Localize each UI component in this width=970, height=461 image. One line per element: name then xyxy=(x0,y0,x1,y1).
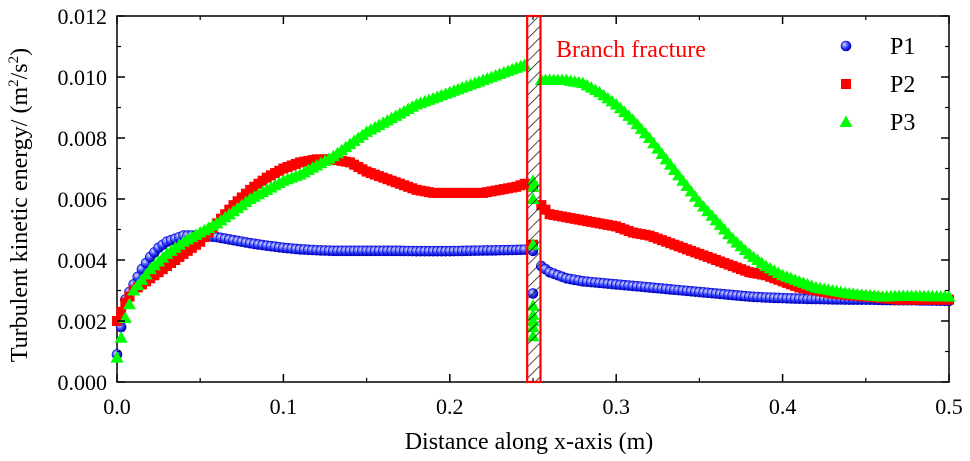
branch-fracture-band xyxy=(526,14,542,384)
data-point-p2 xyxy=(116,306,127,317)
data-point-p2 xyxy=(120,297,131,308)
data-point-p3 xyxy=(122,297,136,310)
axis-ticks xyxy=(116,15,950,383)
legend-label-p2: P2 xyxy=(890,72,915,98)
legend-label-p1: P1 xyxy=(890,34,915,60)
data-point-p2 xyxy=(124,291,135,302)
y-axis-label-sup1: 2 xyxy=(6,79,22,87)
series-p3 xyxy=(110,58,956,363)
x-tick-label: 0.3 xyxy=(602,394,630,419)
branch-fracture-label: Branch fracture xyxy=(556,37,706,63)
plot-area xyxy=(110,14,956,384)
data-point-p3 xyxy=(118,311,132,323)
x-tick-labels: 0.0 0.1 0.2 0.3 0.4 0.5 xyxy=(103,394,963,419)
legend-marker-p2 xyxy=(841,79,851,89)
y-tick-label: 0.008 xyxy=(58,126,108,151)
y-axis-label: Turbulent kinetic energy/ (m2/s2) xyxy=(6,48,33,362)
y-tick-label: 0.012 xyxy=(58,4,108,29)
legend-marker-p1 xyxy=(840,40,852,52)
x-tick-label: 0.2 xyxy=(436,394,464,419)
y-tick-labels: 0.000 0.002 0.004 0.006 0.008 0.010 0.012 xyxy=(58,4,108,395)
x-tick-label: 0.0 xyxy=(103,394,131,419)
data-point-p3 xyxy=(114,331,128,343)
data-point-p2 xyxy=(519,178,530,189)
x-axis-label: Distance along x-axis (m) xyxy=(405,429,654,455)
data-point-p3 xyxy=(942,290,956,302)
y-tick-label: 0.002 xyxy=(58,309,108,334)
y-tick-label: 0.010 xyxy=(58,65,108,90)
y-axis-label-mid: /s xyxy=(7,63,33,79)
data-points xyxy=(110,58,956,363)
data-point-p3 xyxy=(110,351,124,363)
y-tick-label: 0.000 xyxy=(58,370,108,395)
legend: P1 P2 P3 xyxy=(839,34,915,136)
x-tick-label: 0.1 xyxy=(270,394,298,419)
x-tick-label: 0.4 xyxy=(769,394,797,419)
x-tick-label: 0.5 xyxy=(935,394,963,419)
legend-marker-p3 xyxy=(839,115,853,127)
y-tick-label: 0.004 xyxy=(58,248,108,273)
y-axis-label-prefix: Turbulent kinetic energy/ (m xyxy=(7,87,33,363)
series-p1 xyxy=(111,230,955,360)
y-axis-label-suffix: ) xyxy=(7,48,33,56)
legend-label-p3: P3 xyxy=(890,110,915,136)
y-axis-label-sup2: 2 xyxy=(6,56,22,64)
y-tick-label: 0.006 xyxy=(58,187,108,212)
